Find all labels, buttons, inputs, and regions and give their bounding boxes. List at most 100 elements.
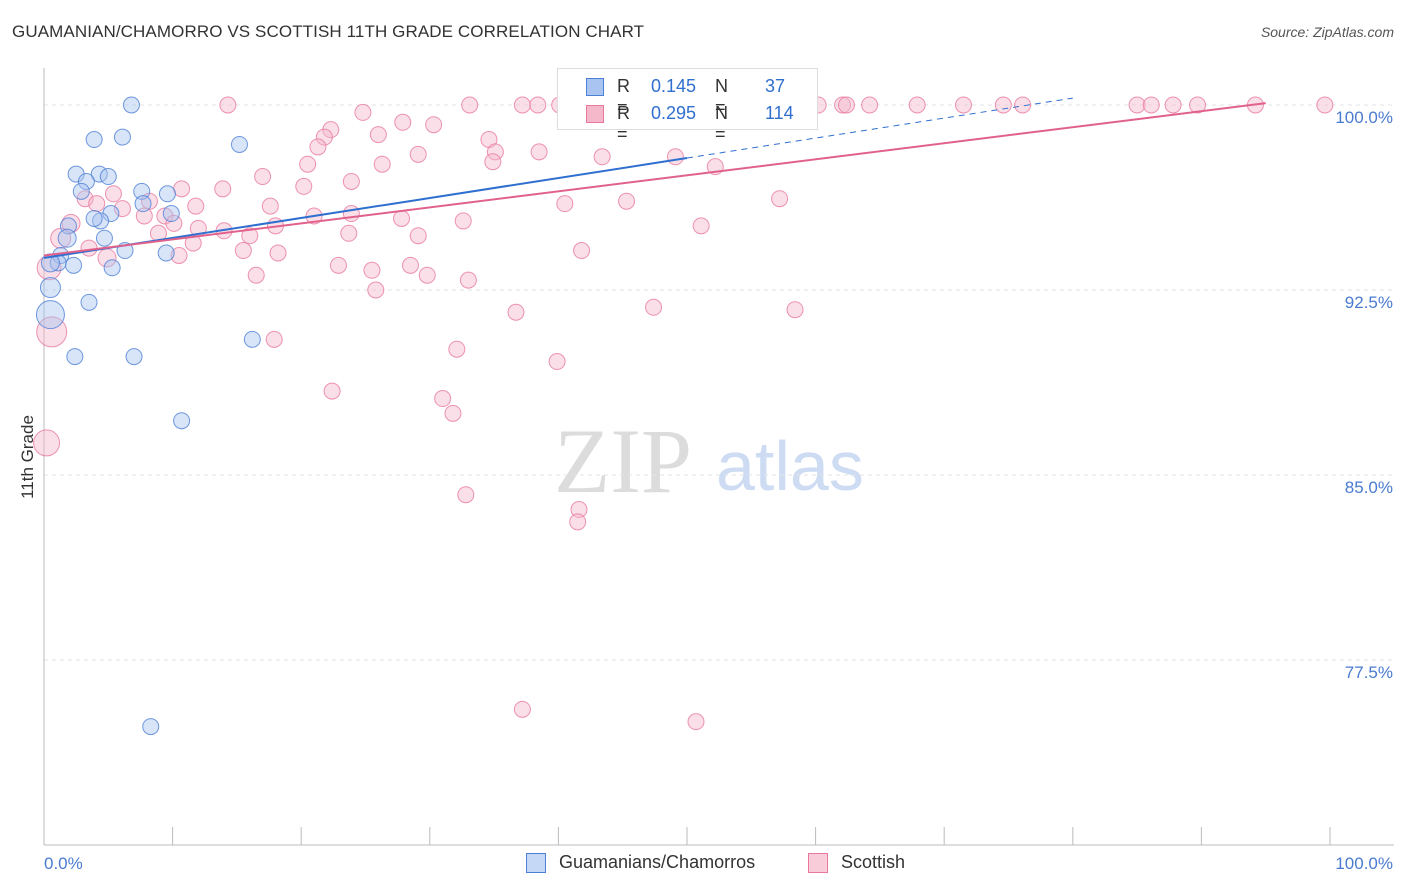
point-guamanians [65, 256, 83, 274]
point-scottish [861, 96, 879, 114]
point-scottish [104, 185, 122, 203]
point-scottish [687, 713, 705, 731]
n-label: N = [715, 76, 728, 117]
chart-title: GUAMANIAN/CHAMORRO VS SCOTTISH 11TH GRAD… [12, 22, 645, 41]
point-guamanians [57, 228, 77, 248]
point-scottish [309, 138, 327, 156]
point-scottish [486, 143, 504, 161]
point-scottish [261, 197, 279, 215]
point-scottish [461, 96, 479, 114]
point-scottish [393, 209, 411, 227]
watermark-zip: ZIP [554, 410, 692, 512]
legend-label-guamanians: Guamanians/Chamorros [559, 852, 756, 872]
point-scottish [771, 190, 789, 208]
point-guamanians [134, 195, 152, 213]
point-guamanians [39, 277, 61, 299]
point-scottish [323, 382, 341, 400]
stats-legend: R = 0.145 N = 37 R = 0.295 N = 114 [557, 68, 818, 144]
y-tick-label: 85.0% [1345, 478, 1393, 497]
point-scottish [573, 242, 591, 260]
y-tick-label: 77.5% [1345, 663, 1393, 682]
point-guamanians [95, 229, 113, 247]
point-guamanians [77, 172, 95, 190]
point-scottish [556, 195, 574, 213]
point-scottish [247, 266, 265, 284]
point-scottish [173, 180, 191, 198]
point-guamanians [103, 259, 121, 277]
point-scottish [529, 96, 547, 114]
point-scottish [61, 213, 81, 233]
point-scottish [448, 340, 466, 358]
point-guamanians [133, 182, 151, 200]
point-scottish [954, 96, 972, 114]
point-scottish [402, 256, 420, 274]
point-scottish [342, 172, 360, 190]
point-scottish [214, 180, 232, 198]
point-scottish [187, 197, 205, 215]
point-guamanians [162, 205, 180, 223]
point-scottish [80, 239, 98, 257]
point-scottish [1189, 96, 1207, 114]
point-scottish [530, 143, 548, 161]
point-scottish [254, 168, 272, 186]
point-scottish [409, 145, 427, 163]
legend-label-scottish: Scottish [841, 852, 906, 872]
point-scottish [373, 155, 391, 173]
point-scottish [1014, 96, 1032, 114]
point-scottish [241, 227, 259, 245]
n-value: 37 [765, 76, 786, 96]
point-scottish [908, 96, 926, 114]
point-scottish [269, 244, 287, 262]
point-guamanians [72, 182, 90, 200]
y-axis-title: 11th Grade [18, 415, 37, 499]
point-guamanians [173, 412, 191, 430]
point-scottish [354, 103, 372, 121]
point-scottish [363, 261, 381, 279]
point-scottish [418, 266, 436, 284]
point-scottish [369, 126, 387, 144]
r-label: R = [617, 103, 630, 144]
point-guamanians [35, 300, 65, 330]
r-value: 0.295 [651, 103, 697, 123]
point-scottish [367, 281, 385, 299]
point-scottish [88, 195, 106, 213]
point-scottish [219, 96, 237, 114]
point-scottish [837, 96, 855, 114]
point-scottish [618, 192, 636, 210]
point-scottish [329, 256, 347, 274]
point-guamanians [125, 348, 143, 366]
point-scottish [234, 242, 252, 260]
point-scottish [135, 207, 153, 225]
point-scottish [548, 353, 566, 371]
point-guamanians [85, 209, 103, 227]
y-tick-label: 100.0% [1335, 108, 1393, 127]
point-scottish [666, 148, 684, 166]
point-scottish [1142, 96, 1160, 114]
point-scottish [33, 429, 61, 457]
point-scottish [507, 303, 525, 321]
x-tick-label-max: 100.0% [1335, 854, 1393, 873]
point-guamanians [158, 185, 176, 203]
point-scottish [425, 116, 443, 134]
legend-swatch-guamanians [586, 78, 604, 96]
point-guamanians [230, 135, 248, 153]
r-label: R = [617, 76, 630, 117]
watermark-atlas: atlas [716, 427, 864, 505]
y-tick-label: 92.5% [1345, 293, 1393, 312]
point-scottish [786, 301, 804, 319]
point-scottish [434, 390, 452, 408]
point-scottish [570, 501, 588, 519]
point-scottish [459, 271, 477, 289]
point-scottish [692, 217, 710, 235]
point-guamanians [66, 348, 84, 366]
point-scottish [315, 128, 333, 146]
point-scottish [1128, 96, 1146, 114]
point-guamanians [157, 244, 175, 262]
point-guamanians [99, 168, 117, 186]
legend-swatch-scottish [586, 105, 604, 123]
point-scottish [165, 214, 183, 232]
point-scottish [409, 227, 427, 245]
x-tick-label-min: 0.0% [44, 854, 83, 873]
source-label: Source: ZipAtlas.com [1260, 24, 1394, 40]
